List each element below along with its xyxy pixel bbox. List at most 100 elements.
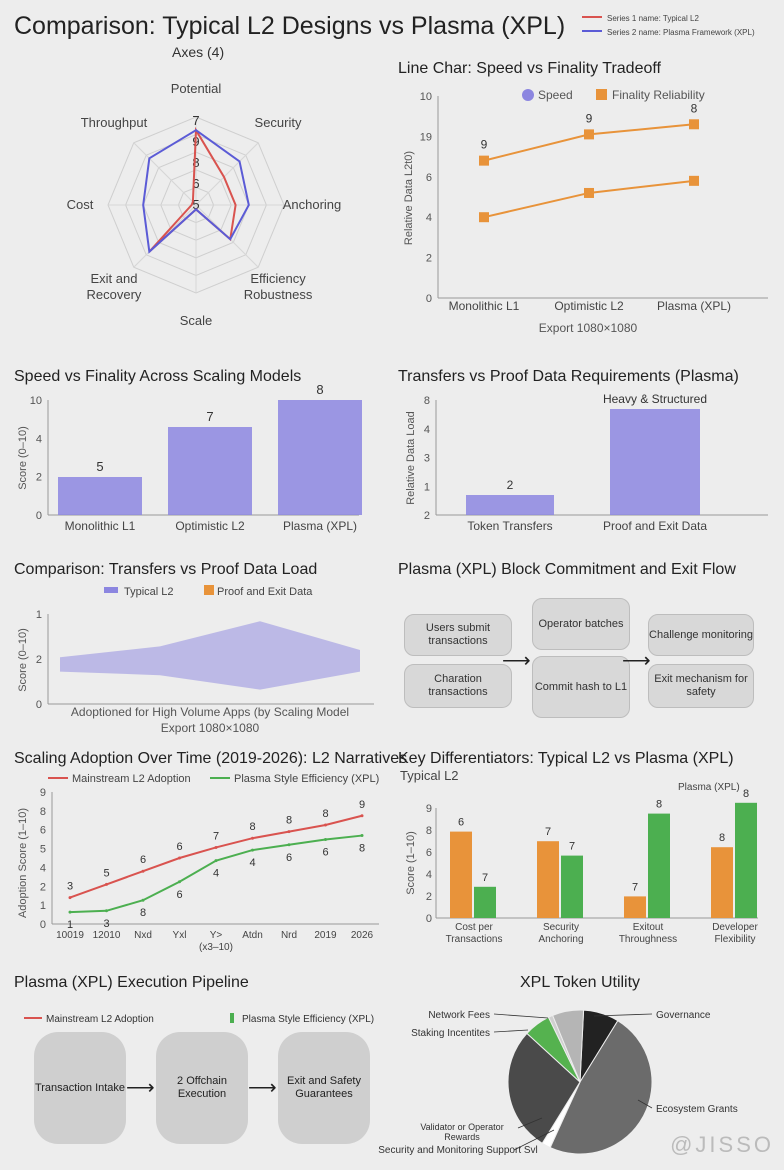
bar1-ytick: 2: [36, 472, 42, 484]
line2-data-label: 8: [359, 843, 365, 855]
line2-ytick: 9: [40, 787, 46, 799]
line1-xtick: Monolithic L1: [449, 299, 520, 313]
bar3-data-label: 8: [719, 832, 725, 844]
bar1-ytick: 4: [36, 433, 42, 445]
bar3-data-label: 8: [743, 788, 749, 800]
line1-legend-marker-speed: [522, 89, 534, 101]
line1-ytick: 2: [426, 253, 432, 265]
bar3-xtick: Developer: [712, 922, 758, 933]
bar2-xtick: Token Transfers: [467, 519, 552, 533]
pipeline-legend-label-2: Plasma Style Efficiency (XPL): [242, 1014, 374, 1025]
pie-slice: [549, 1020, 653, 1155]
radar-ring-label: 6: [192, 176, 199, 191]
radar-ring-label: 8: [192, 155, 199, 170]
radar-ring-label: 5: [192, 197, 199, 212]
line1-chart: Speed Finality Reliability 10 19 6 4 2 0 Relativ…: [403, 88, 768, 335]
bar3-chart: Typical L2 Plasma (XPL) 9 8 6 4 2 0 Score (1–10)…: [400, 768, 758, 945]
pie-leader-line: [593, 1013, 653, 1017]
radar-series-plasma-xpl-: [142, 129, 250, 254]
pipeline-legend: Mainstream L2 Adoption Plasma Style Effi…: [24, 1013, 374, 1025]
line2-point: [251, 836, 254, 840]
line1-data-label: 8: [691, 101, 698, 115]
line1-data-label: 9: [481, 138, 488, 152]
area-chart: Typical L2 Proof and Exit Data 1 2 0 Score (0…: [17, 585, 374, 735]
line1-ytick: 10: [420, 91, 432, 103]
bar1-data-label: 7: [206, 409, 213, 424]
bar3-bar: [450, 831, 472, 918]
line2-xtick: Nrd: [281, 930, 297, 941]
radar-spoke: [195, 142, 259, 206]
line1-legend-speed: Speed: [538, 88, 573, 102]
line2-point: [287, 830, 291, 834]
bar1-xtick: Optimistic L2: [175, 519, 245, 533]
bar3-data-label: 7: [482, 872, 488, 884]
area-ytick: 2: [36, 654, 42, 666]
flow-commit-hash: Commit hash to L1: [532, 656, 630, 718]
bar3-bar: [648, 813, 670, 918]
line2-ytick: 6: [40, 825, 46, 837]
line2-legend-label-2: Plasma Style Efficiency (XPL): [234, 773, 379, 785]
flow-title: Plasma (XPL) Block Commitment and Exit F…: [398, 561, 736, 578]
line2-point: [251, 848, 254, 852]
pie-leader-line: [517, 1117, 543, 1129]
line2-data-label: 3: [103, 918, 109, 930]
radar-axis-label: Throughput: [81, 115, 148, 130]
line2-xtick: (x3–10): [199, 942, 233, 953]
bar3-ytick: 2: [426, 891, 432, 903]
line2-data-label: 8: [249, 821, 255, 833]
bar3-ytick: 8: [426, 825, 432, 837]
radar-axis-label: Efficiency: [250, 271, 306, 286]
bar3-bar: [624, 896, 646, 918]
bar3-ytick: 9: [426, 803, 432, 815]
bar3-data-label: 6: [458, 817, 464, 829]
line2-ytick: 0: [40, 919, 46, 931]
pie-label: Security and Monitoring Support Svl: [378, 1145, 538, 1156]
line2-data-label: 6: [322, 847, 328, 859]
line2-data-label: 9: [359, 799, 365, 811]
pipeline-arrow-1: ⟶: [126, 1077, 155, 1099]
line2-point: [360, 814, 364, 818]
pie-leader-line: [637, 1099, 653, 1109]
line1-point: [479, 155, 489, 166]
bar3-legend-label-1: Typical L2: [400, 768, 459, 783]
line2-data-label: 3: [67, 881, 73, 893]
line2-xtick: Nxd: [134, 930, 152, 941]
bar1-ylabel: Score (0–10): [17, 426, 29, 490]
bar3-ylabel: Score (1–10): [405, 831, 417, 895]
line1-point: [689, 175, 699, 186]
bar1-data-label: 8: [316, 382, 323, 397]
pie-label: Governance: [656, 1010, 711, 1021]
line2-data-label: 6: [140, 854, 146, 866]
bar3-data-label: 8: [656, 799, 662, 811]
bar2-bar: [610, 409, 700, 515]
line2-point: [105, 882, 108, 886]
line2-point: [214, 859, 218, 863]
pie-leader-line: [513, 1129, 555, 1151]
line2-xtick: 2019: [314, 930, 337, 941]
bar3-data-label: 7: [632, 881, 638, 893]
bar2-ytick: 2: [424, 510, 430, 522]
bar3-xtick: Cost per: [455, 922, 493, 933]
line2-point: [287, 843, 291, 847]
flow-operator-batches: Operator batches: [532, 598, 630, 650]
pipeline-arrow-2: ⟶: [248, 1077, 277, 1099]
bar2-chart: 8 4 3 1 2 Relative Data Load 2 Token Transfers H…: [405, 392, 768, 533]
line1-legend-marker-finality: [596, 89, 607, 100]
bar2-ytick: 1: [424, 481, 430, 493]
bar3-bar: [561, 855, 583, 918]
radar-spoke: [133, 142, 197, 206]
line2-data-label: 7: [213, 830, 219, 842]
bar3-xtick: Security: [543, 922, 579, 933]
bar1-ytick: 10: [30, 395, 42, 407]
line1-ytick: 0: [426, 293, 432, 305]
pie-label: Validator or Operator: [420, 1122, 503, 1132]
bar2-title: Transfers vs Proof Data Requirements (Pl…: [398, 368, 739, 385]
bar2-ytick: 3: [424, 453, 430, 465]
line1-data-label: 9: [586, 111, 593, 125]
line2-ytick: 4: [40, 862, 46, 874]
line2-data-label: 8: [140, 907, 146, 919]
line2-legend-label-1: Mainstream L2 Adoption: [72, 773, 191, 785]
pie-chart: Governance Ecosystem Grants Validator or O…: [378, 1009, 738, 1156]
bar3-bar: [711, 847, 733, 918]
bar1-data-label: 5: [96, 459, 103, 474]
